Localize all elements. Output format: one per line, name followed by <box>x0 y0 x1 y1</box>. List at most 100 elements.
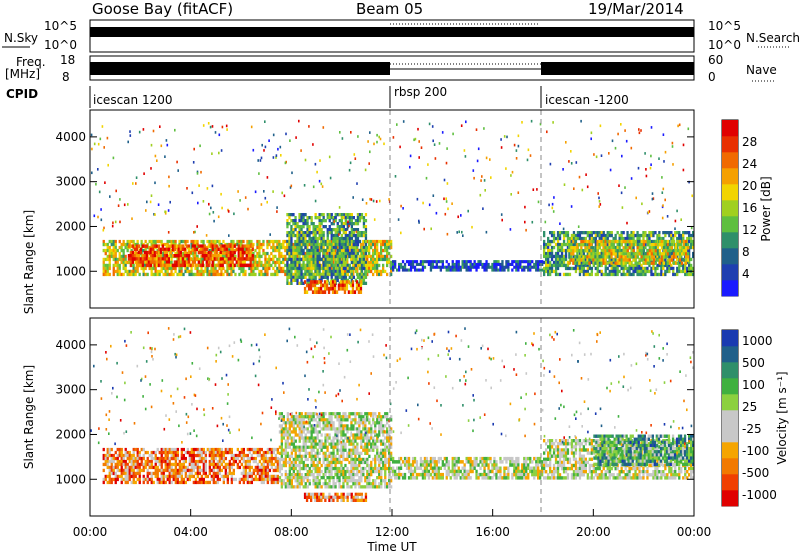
velocity-cell-0 <box>250 465 253 470</box>
power-cell-5 <box>584 257 587 262</box>
power-cell-2 <box>324 225 327 229</box>
power-cell-1 <box>207 250 210 255</box>
power-scatter-echo <box>208 202 210 206</box>
power-cell-2 <box>300 236 303 241</box>
power-scatter-echo <box>97 142 100 146</box>
power-cell-2 <box>296 257 299 262</box>
velocity-cell-0 <box>202 456 205 461</box>
power-cell-2 <box>318 213 321 217</box>
power-cell-0 <box>108 266 111 271</box>
power-cell-4 <box>537 260 540 264</box>
power-scatter-echo <box>260 203 263 206</box>
power-cell-6 <box>584 246 587 250</box>
velocity-cell-0 <box>106 465 109 470</box>
power-cell-4 <box>527 260 530 264</box>
cpid-segment-3: icescan -1200 <box>545 93 629 107</box>
power-cell-2 <box>296 245 299 250</box>
power-cell-6 <box>594 252 597 256</box>
power-cell-5 <box>610 263 613 268</box>
power-cell-2 <box>358 257 362 262</box>
velocity-cell-0 <box>150 474 153 479</box>
power-cell-2 <box>346 236 349 241</box>
power-cell-5 <box>594 248 597 253</box>
velocity-cell-0 <box>230 462 233 467</box>
power-cell-5 <box>602 231 605 235</box>
velocity-cell-0 <box>138 465 141 470</box>
power-cell-5 <box>606 266 609 271</box>
power-cell-2 <box>338 242 341 247</box>
velocity-cell-0 <box>192 468 195 473</box>
power-cell-0 <box>264 254 267 259</box>
power-cell-1 <box>203 247 206 252</box>
power-cell-5 <box>692 254 695 259</box>
power-cell-5 <box>676 254 679 259</box>
power-scatter-echo <box>308 125 310 128</box>
power-scatter-echo <box>402 207 404 210</box>
power-scatter-echo <box>365 202 368 205</box>
power-cell-1 <box>177 247 180 252</box>
velocity-cell-0 <box>260 456 263 461</box>
power-colorbar-swatch <box>722 232 738 249</box>
power-cell-0 <box>312 266 315 271</box>
power-cell-2 <box>360 263 364 268</box>
velocity-cell-0 <box>276 456 279 461</box>
power-cell-2 <box>288 213 291 217</box>
power-cell-5 <box>676 231 679 235</box>
power-cell-2 <box>302 216 305 220</box>
power-cell-6 <box>680 261 684 265</box>
power-cell-5 <box>598 233 601 238</box>
power-scatter-echo <box>483 127 485 130</box>
power-cell-5 <box>672 257 675 262</box>
velocity-cell-0 <box>128 456 131 461</box>
power-cell-2 <box>286 213 289 217</box>
velocity-cell-1 <box>278 430 282 434</box>
power-cell-6 <box>636 255 639 259</box>
power-cell-5 <box>680 242 683 247</box>
power-cell-1 <box>185 244 188 248</box>
power-cell-5 <box>582 263 585 268</box>
power-cell-0 <box>388 239 391 244</box>
power-cell-0 <box>118 254 121 259</box>
power-cell-2 <box>318 222 321 226</box>
power-cell-0 <box>258 263 261 268</box>
power-cell-0 <box>266 257 269 262</box>
power-cell-6 <box>678 252 682 256</box>
power-cell-0 <box>380 254 383 259</box>
power-cell-2 <box>290 257 293 262</box>
power-cell-1 <box>133 247 136 252</box>
power-cell-0 <box>328 248 331 253</box>
power-cell-4 <box>455 265 458 269</box>
power-cell-6 <box>626 239 629 244</box>
velocity-cell-0 <box>260 480 263 485</box>
power-cell-6 <box>624 243 627 247</box>
velocity-cell-0 <box>176 456 179 461</box>
power-scatter-echo <box>510 174 512 177</box>
power-cell-0 <box>370 254 373 259</box>
power-cell-6 <box>600 255 603 259</box>
power-cell-1 <box>197 260 200 264</box>
power-scatter-echo <box>598 205 600 208</box>
power-cell-3 <box>313 286 317 291</box>
power-cell-2 <box>338 266 341 271</box>
power-cell-5 <box>642 233 645 238</box>
power-cell-0 <box>274 248 277 253</box>
power-cell-0 <box>366 263 369 268</box>
power-cell-1 <box>137 254 140 258</box>
power-cell-5 <box>622 236 625 241</box>
power-cell-2 <box>330 213 333 217</box>
power-cell-2 <box>358 254 362 259</box>
velocity-cell-0 <box>142 462 145 467</box>
power-cell-2 <box>302 233 305 238</box>
velocity-cell-0 <box>212 477 215 482</box>
power-cell-6 <box>602 252 605 256</box>
velocity-cell-0 <box>152 450 155 455</box>
power-cell-0 <box>366 254 369 259</box>
power-cell-2 <box>356 222 360 226</box>
power-cell-3 <box>341 286 345 291</box>
velocity-cell-0 <box>194 465 197 470</box>
velocity-cell-0 <box>208 450 211 455</box>
power-cell-1 <box>143 254 146 258</box>
power-scatter-echo <box>553 196 555 199</box>
power-cell-0 <box>254 266 257 271</box>
power-cell-5 <box>642 251 645 256</box>
